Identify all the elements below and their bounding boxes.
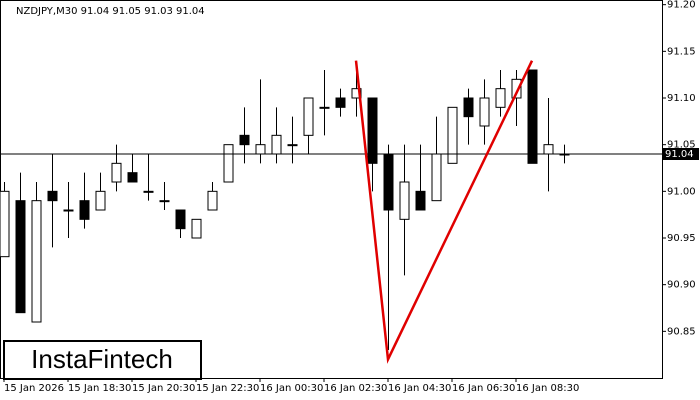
candle-body [335, 97, 346, 108]
candle-body [111, 162, 122, 183]
candle-body [31, 200, 42, 323]
candle-body [511, 78, 522, 99]
candle-body [0, 190, 10, 258]
candle-body [79, 200, 90, 220]
x-tick-label: 16 Jan 06:30 [452, 383, 515, 394]
y-tick-label: 91.00 [667, 186, 696, 197]
plot-frame [0, 0, 663, 379]
candle-body [127, 172, 138, 183]
y-tick-label: 90.85 [667, 326, 696, 337]
price-label: 91.04 [665, 149, 694, 160]
candle-body [319, 106, 330, 109]
candle-body [63, 209, 74, 212]
candle-body [447, 106, 458, 164]
candle-body [527, 69, 538, 164]
candle-body [495, 88, 506, 108]
x-tick-label: 16 Jan 04:30 [388, 383, 451, 394]
y-tick-label: 90.95 [667, 233, 696, 244]
y-tick-label: 91.15 [667, 46, 696, 57]
y-tick-label: 91.20 [667, 0, 696, 11]
candle-body [479, 97, 490, 127]
candle-body [239, 134, 250, 146]
y-tick-label: 90.90 [667, 280, 696, 291]
chart-title: NZDJPY,M30 91.04 91.05 91.03 91.04 [16, 6, 205, 17]
candle-body [543, 144, 554, 155]
candle-body [15, 200, 26, 314]
price-label-box [663, 148, 699, 160]
y-tick-label: 91.10 [667, 93, 696, 104]
x-tick-label: 16 Jan 00:30 [260, 383, 323, 394]
x-tick-label: 15 Jan 2026 [4, 383, 64, 394]
candle-body [143, 190, 154, 193]
x-tick-label: 15 Jan 20:30 [132, 383, 195, 394]
candle-body [367, 97, 378, 164]
candle-body [191, 218, 202, 239]
candle-body [431, 153, 442, 202]
candle-body [351, 88, 362, 99]
x-tick-label: 15 Jan 18:30 [68, 383, 131, 394]
y-tick-label: 91.05 [667, 140, 696, 151]
candle-body [207, 190, 218, 211]
x-tick-label: 16 Jan 08:30 [516, 383, 579, 394]
x-tick-label: 15 Jan 22:30 [196, 383, 259, 394]
candle-body [159, 200, 170, 203]
candle-body [255, 144, 266, 155]
candle-body [223, 144, 234, 183]
candle-body [399, 181, 410, 220]
candle-body [303, 97, 314, 136]
candle-body [383, 153, 394, 211]
candle-body [175, 209, 186, 230]
candle-body [287, 144, 298, 147]
x-tick-label: 16 Jan 02:30 [324, 383, 387, 394]
candle-body [95, 190, 106, 211]
candle-body [271, 134, 282, 155]
logo-box [3, 340, 202, 380]
candle-body [463, 97, 474, 118]
candle-body [415, 190, 426, 211]
pattern-line [354, 60, 534, 364]
candle-body [47, 190, 58, 202]
logo-text: InstaFintech [31, 344, 173, 374]
